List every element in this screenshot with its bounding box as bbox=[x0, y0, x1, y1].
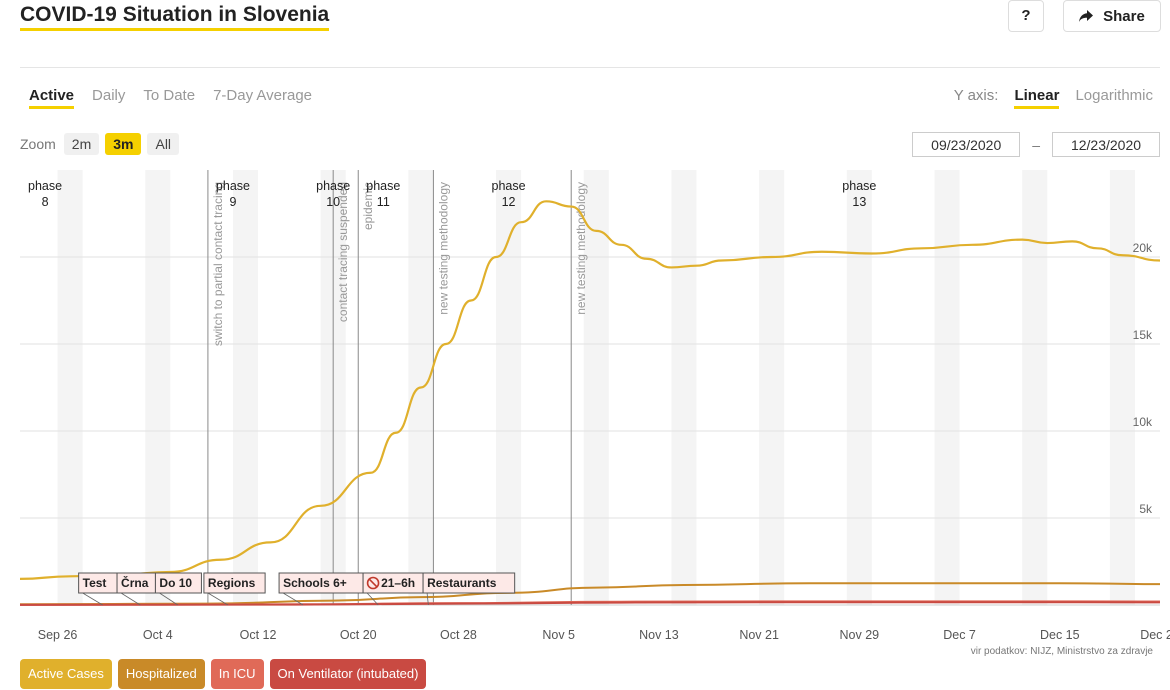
x-tick-label: Sep 26 bbox=[38, 628, 78, 642]
x-tick-label: Oct 28 bbox=[440, 628, 477, 642]
active-cases-chart[interactable]: 5k 10k 15k 20k Sep 26 Oct 4 Oct 12 Oct 20 Oct 28… bbox=[0, 168, 1170, 650]
x-tick-label: Nov 21 bbox=[739, 628, 779, 642]
tab-7-day-average[interactable]: 7-Day Average bbox=[213, 87, 313, 104]
measure-connector bbox=[159, 592, 179, 606]
measure-label: Črna bbox=[121, 575, 149, 590]
measure-tag bbox=[422, 572, 516, 594]
y-tick-label: 10k bbox=[1133, 415, 1153, 429]
measure-label: 21–6h bbox=[381, 576, 415, 590]
weekend-band bbox=[934, 170, 960, 605]
zoom-all-button[interactable]: All bbox=[147, 133, 180, 155]
phase-number: 10 bbox=[326, 195, 340, 209]
weekend-band bbox=[496, 170, 522, 605]
y-tick-label: 5k bbox=[1139, 502, 1153, 516]
header-divider bbox=[20, 67, 1160, 68]
annotation-label: new testing methodology bbox=[436, 182, 450, 315]
date-from-input[interactable] bbox=[912, 132, 1021, 157]
tab-active[interactable]: Active bbox=[29, 86, 75, 109]
series-active-cases-line bbox=[19, 200, 1161, 580]
weekend-band bbox=[145, 170, 171, 605]
phase-number: 12 bbox=[502, 195, 516, 209]
legend-in-icu[interactable]: In ICU bbox=[210, 659, 264, 689]
weekend-band bbox=[57, 170, 83, 605]
date-range-separator: – bbox=[1032, 136, 1040, 153]
phase-label: phase bbox=[492, 179, 526, 193]
share-label: Share bbox=[1103, 7, 1145, 25]
weekend-band bbox=[671, 170, 697, 605]
y-tick-label: 20k bbox=[1133, 241, 1153, 255]
phase-number: 11 bbox=[377, 195, 390, 209]
weekend-band bbox=[846, 170, 872, 605]
measure-label: Restaurants bbox=[427, 576, 497, 590]
data-source: vir podatkov: NIJZ, Ministrstvo za zdrav… bbox=[970, 646, 1153, 657]
weekend-band bbox=[759, 170, 785, 605]
phase-label: phase bbox=[316, 179, 350, 193]
annotation-label: contact tracing suspended bbox=[336, 182, 350, 322]
phase-label: phase bbox=[216, 179, 250, 193]
phase-label: phase bbox=[28, 179, 62, 193]
legend: Active Cases Hospitalized In ICU On Vent… bbox=[20, 659, 427, 689]
tab-daily[interactable]: Daily bbox=[92, 87, 126, 104]
weekend-band bbox=[583, 170, 609, 605]
ban-icon bbox=[366, 576, 380, 590]
page-title: COVID-19 Situation in Slovenia bbox=[20, 3, 330, 31]
legend-on-ventilator[interactable]: On Ventilator (intubated) bbox=[269, 659, 427, 689]
share-button[interactable]: Share bbox=[1063, 0, 1161, 32]
measure-label: Test bbox=[83, 576, 107, 590]
measure-connector bbox=[82, 592, 103, 606]
help-button[interactable]: ? bbox=[1008, 0, 1044, 32]
phase-number: 13 bbox=[852, 195, 866, 209]
annotation-label: epidemic bbox=[361, 182, 375, 230]
measure-connector bbox=[120, 592, 141, 606]
measure-tag bbox=[154, 572, 202, 594]
measure-connector bbox=[207, 592, 229, 606]
measure-label: Schools 6+ bbox=[283, 576, 347, 590]
x-tick-label: Dec 15 bbox=[1040, 628, 1080, 642]
y-axis-label: Y axis: bbox=[953, 87, 999, 104]
weekend-band bbox=[232, 170, 259, 605]
x-tick-label: Nov 29 bbox=[840, 628, 880, 642]
series-on-ventilator-line bbox=[19, 601, 1161, 606]
x-tick-label: Dec 23 bbox=[1140, 628, 1170, 642]
phase-number: 9 bbox=[229, 195, 236, 209]
phase-number: 8 bbox=[42, 195, 49, 209]
weekend-band bbox=[1109, 170, 1135, 605]
series-hospitalized-line bbox=[19, 582, 1161, 606]
zoom-selector: Zoom 2m 3m All bbox=[20, 133, 180, 155]
zoom-label: Zoom bbox=[20, 136, 56, 152]
measure-label: Regions bbox=[208, 576, 256, 590]
zoom-2m-button[interactable]: 2m bbox=[63, 133, 100, 155]
y-tick-label: 15k bbox=[1133, 328, 1153, 342]
measure-connector bbox=[426, 592, 429, 606]
x-tick-label: Nov 13 bbox=[639, 628, 679, 642]
zoom-3m-button[interactable]: 3m bbox=[105, 133, 142, 155]
phase-label: phase bbox=[842, 179, 876, 193]
date-to-input[interactable] bbox=[1052, 132, 1160, 157]
tab-to-date[interactable]: To Date bbox=[143, 87, 196, 104]
annotation-label: switch to partial contact tracing bbox=[211, 182, 225, 346]
x-tick-label: Oct 20 bbox=[340, 628, 377, 642]
x-tick-label: Nov 5 bbox=[542, 628, 575, 642]
x-tick-label: Oct 12 bbox=[240, 628, 277, 642]
ban-icon-slash bbox=[368, 578, 378, 588]
legend-hospitalized[interactable]: Hospitalized bbox=[117, 659, 205, 689]
measure-connector bbox=[282, 592, 304, 606]
y-axis-linear[interactable]: Linear bbox=[1014, 86, 1060, 109]
annotation-label: new testing methodology bbox=[574, 182, 588, 315]
y-axis-logarithmic[interactable]: Logarithmic bbox=[1075, 87, 1153, 104]
phase-label: phase bbox=[366, 179, 400, 193]
x-tick-label: Oct 4 bbox=[143, 628, 173, 642]
x-tick-label: Dec 7 bbox=[943, 628, 976, 642]
measure-connector bbox=[366, 592, 379, 606]
measure-label: Do 10 bbox=[159, 576, 192, 590]
weekend-band bbox=[1022, 170, 1048, 605]
series-mode-tabs: Active Daily To Date 7-Day Average bbox=[29, 86, 312, 109]
y-axis-scale-selector: Y axis: Linear Logarithmic bbox=[954, 86, 1153, 109]
legend-active-cases[interactable]: Active Cases bbox=[20, 659, 112, 689]
date-range: – bbox=[912, 132, 1160, 157]
measure-tag bbox=[203, 572, 266, 594]
share-arrow-icon bbox=[1079, 10, 1094, 22]
